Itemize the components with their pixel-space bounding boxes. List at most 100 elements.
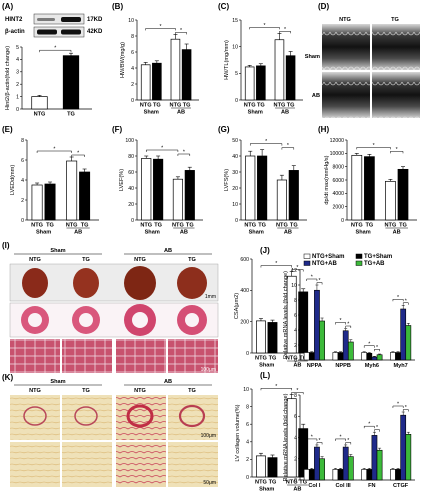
legend-swatch-2 xyxy=(303,260,311,266)
sirius-tg-sham-vessel xyxy=(62,395,112,440)
histo-i-sub-2: TG xyxy=(82,257,90,263)
panel-label-a: (A) xyxy=(2,2,13,11)
x-tick-label-B-1: TG xyxy=(153,103,161,109)
y-tick-label-H-4: 8000 xyxy=(332,164,344,170)
vessel-ntg-sham xyxy=(23,406,47,426)
x-tick-label-B-2: NTG xyxy=(170,103,182,109)
he-ntg-ab xyxy=(116,339,166,373)
panel-label-d: (D) xyxy=(318,2,329,11)
bar-B-2 xyxy=(170,38,181,101)
sig-bracket-J-2-b-star: * xyxy=(376,345,378,351)
chart-h: 0 2000 4000 6000 8000 10000 12000 dp/dt max(mmH… xyxy=(324,138,417,236)
sig-bracket-B-2-star: * xyxy=(180,28,182,34)
x-tick-label-H-1: TG xyxy=(366,223,374,229)
group-label-ab-E: AB xyxy=(74,230,82,236)
y-tick-label-B-2: 4 xyxy=(131,66,134,72)
chart-l: 0 2 4 6 8 Relative mRNA levels (fold change) *… xyxy=(283,393,415,489)
x-tick-label-L-3: CTGF xyxy=(393,483,409,489)
bar-E-0 xyxy=(31,184,43,221)
y-tick-label-G-0: 0 xyxy=(235,218,238,224)
bar-E-2 xyxy=(66,160,78,221)
y-tick-label-A-5: 5 xyxy=(16,45,19,51)
bar-B-0 xyxy=(140,64,151,101)
histo-k-sub-1: NTG xyxy=(29,388,41,394)
section-ntg-ab-lumen xyxy=(132,312,148,328)
x-tick-label-K-3: TG xyxy=(299,480,307,486)
y-tick-label-B-3: 6 xyxy=(131,50,134,56)
y-axis-label-B: HW/BW(mg/g) xyxy=(120,42,126,78)
group-label-ab-G: AB xyxy=(284,230,292,236)
panel-label-j: (J) xyxy=(260,246,270,255)
y-tick-label-L-0: 0 xyxy=(294,478,297,484)
y-tick-label-F-5: 100 xyxy=(125,138,134,144)
panel-label-c: (C) xyxy=(218,2,229,11)
bar-L-0-1 xyxy=(308,469,315,481)
x-tick-label-E-1: TG xyxy=(46,223,54,229)
blot-strip-actin xyxy=(33,26,85,38)
sig-bracket-F-1-star: * xyxy=(161,146,163,152)
legend-label-1: TG+Sham xyxy=(364,254,392,260)
blot-strip-hint2 xyxy=(33,13,85,25)
histo-k-header-sham: Sham xyxy=(50,379,65,385)
echo-row-ab: AB xyxy=(312,93,320,99)
group-label-ab-K: AB xyxy=(293,487,301,493)
y-tick-label-J-6: 12 xyxy=(291,268,297,274)
section-ntg-sham-lumen xyxy=(28,313,42,327)
sig-bracket-L-1-b-star: * xyxy=(347,438,349,444)
legend-label-2: NTG+AB xyxy=(312,261,338,267)
bar-J-0-2 xyxy=(314,289,320,361)
x-tick-label-I-1: TG xyxy=(269,356,277,362)
echo-images: NTG TG Sham AB xyxy=(305,17,420,118)
y-tick-label-C-3: 15 xyxy=(232,18,238,24)
y-axis-label-L: Relative mRNA levels (fold change) xyxy=(283,393,289,481)
y-tick-label-G-5: 50 xyxy=(232,138,238,144)
sig-bracket-E-2-star: * xyxy=(77,151,79,157)
histology-k: Sham AB NTG TG NTG TG 100μm 50μm xyxy=(10,379,218,487)
sig-bracket-J-1-b-star: * xyxy=(347,322,349,328)
heart-ntg-ab xyxy=(124,266,156,300)
x-tick-label-A-0: NTG xyxy=(34,112,46,118)
bar-L-0-0 xyxy=(303,469,310,481)
echo-trace-ntg-ab xyxy=(322,72,370,118)
panel-label-e: (E) xyxy=(2,125,13,134)
scale-i-row3: 100μm xyxy=(201,367,216,373)
histo-i-sub-3: NTG xyxy=(134,257,146,263)
x-tick-label-B-0: NTG xyxy=(140,103,152,109)
histo-i-header-ab: AB xyxy=(164,248,172,254)
panel-label-f: (F) xyxy=(112,125,123,134)
x-tick-label-E-2: NTG xyxy=(66,223,78,229)
y-axis-label-F: LVEF(%) xyxy=(119,169,125,191)
y-tick-label-C-0: 0 xyxy=(235,98,238,104)
x-tick-label-I-0: NTG xyxy=(255,356,267,362)
bar-G-3 xyxy=(288,170,299,221)
group-label-sham-C: Sham xyxy=(248,110,263,116)
bar-L-2-3 xyxy=(376,449,383,481)
legend-swatch-1 xyxy=(355,253,363,259)
scale-k-row1: 100μm xyxy=(201,433,216,439)
y-tick-label-J-1: 2 xyxy=(294,343,297,349)
bar-L-1-1 xyxy=(337,469,344,481)
x-tick-label-E-0: NTG xyxy=(31,223,43,229)
sig-bracket-L-0-b-star: * xyxy=(318,438,320,444)
bar-C-0 xyxy=(244,66,255,101)
panel-label-k: (K) xyxy=(2,373,13,382)
sig-bracket-K-1-star: * xyxy=(275,384,277,390)
x-tick-label-F-3: TG xyxy=(186,223,194,229)
y-tick-label-E-4: 8 xyxy=(21,138,24,144)
x-tick-label-I-3: TG xyxy=(299,356,307,362)
bar-L-0-3 xyxy=(319,458,325,481)
sig-bracket-G-2-star: * xyxy=(287,143,289,149)
histo-k-sub-3: NTG xyxy=(134,388,146,394)
group-label-sham-B: Sham xyxy=(144,110,159,116)
y-tick-label-J-3: 6 xyxy=(294,313,297,319)
echo-trace-tg-sham xyxy=(372,24,420,70)
bar-J-2-1 xyxy=(366,352,373,361)
x-tick-label-F-1: TG xyxy=(154,223,162,229)
x-tick-label-F-0: NTG xyxy=(140,223,152,229)
bar-G-2 xyxy=(276,179,287,221)
sig-bracket-L-1-a-star: * xyxy=(340,434,342,440)
western-blot: HINT2 β-actin 17KD 42KD xyxy=(5,13,103,38)
x-tick-label-L-2: FN xyxy=(368,483,375,489)
